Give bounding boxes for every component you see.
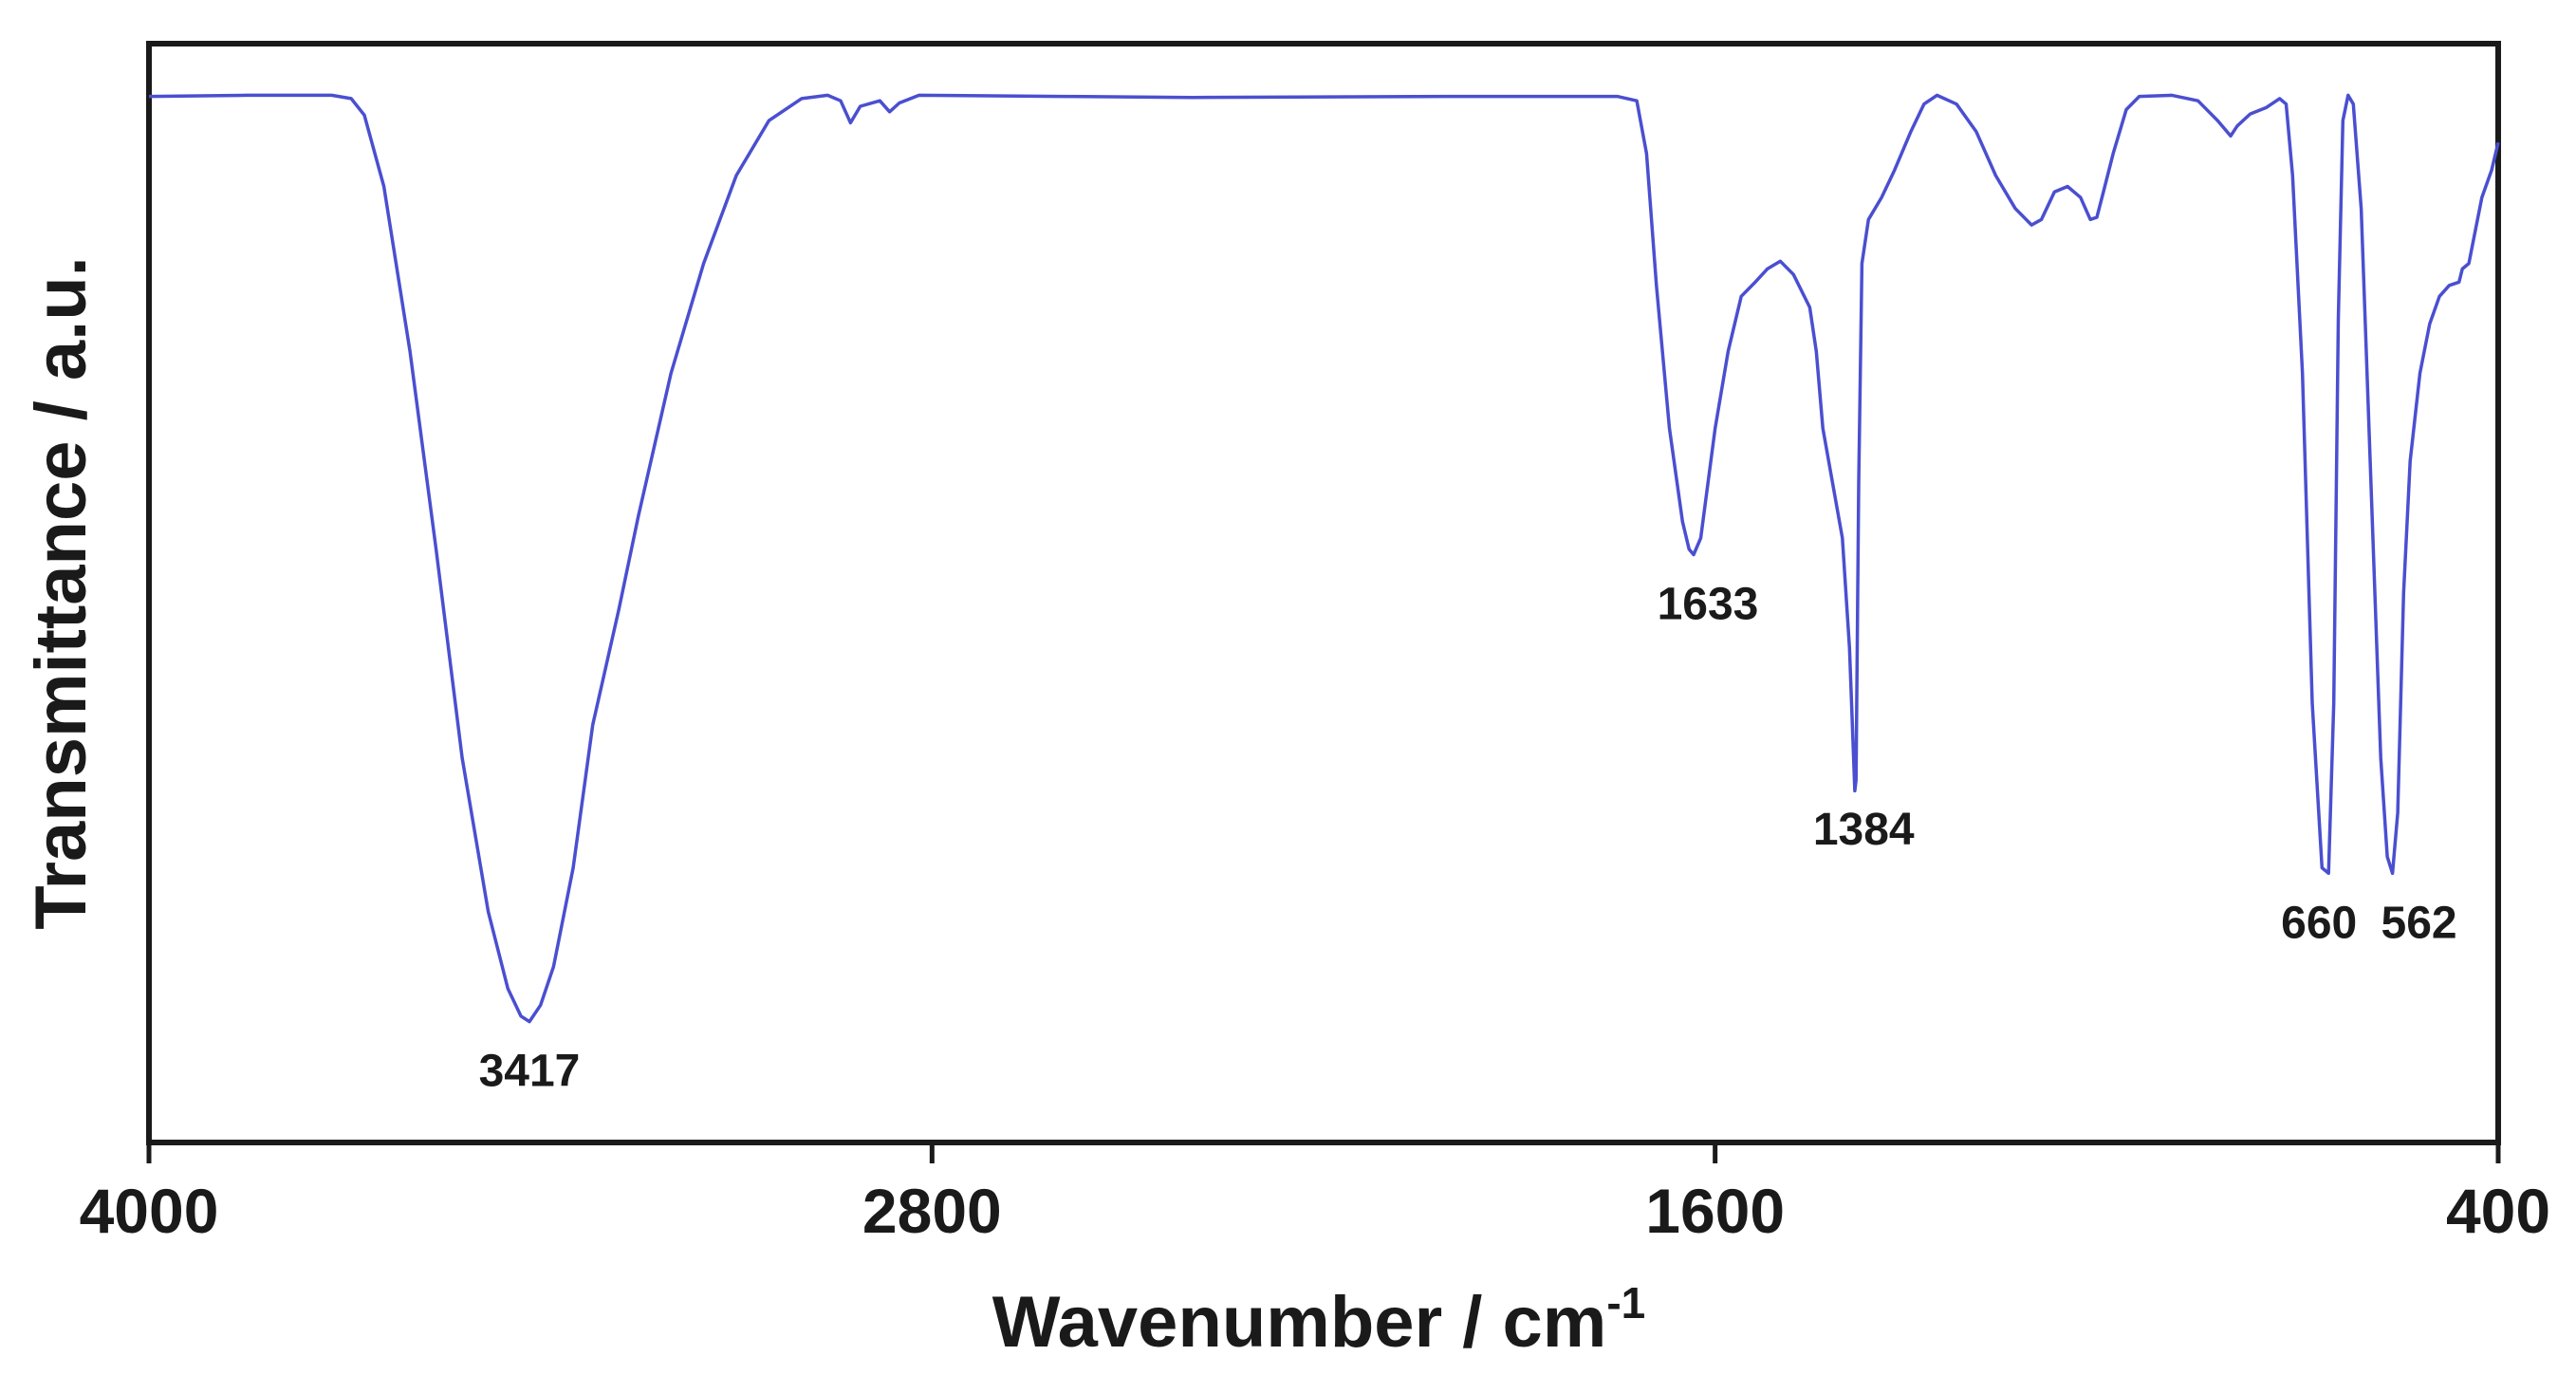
x-tick-label: 4000 bbox=[80, 1176, 219, 1246]
x-tick-label: 2800 bbox=[862, 1176, 1002, 1246]
x-axis-title: Wavenumber / cm-1 bbox=[992, 1278, 1646, 1363]
x-axis-ticks bbox=[146, 1142, 2501, 1163]
x-tick-label: 1600 bbox=[1645, 1176, 1785, 1246]
x-tick-label: 400 bbox=[2446, 1176, 2550, 1246]
spectrum-series bbox=[148, 93, 2500, 1024]
peak-label: 660 bbox=[2281, 898, 2357, 948]
peak-label: 1633 bbox=[1658, 579, 1759, 629]
series-line bbox=[148, 93, 2500, 1024]
peak-label: 1384 bbox=[1813, 805, 1915, 855]
peak-label: 3417 bbox=[479, 1047, 581, 1097]
x-axis-title-superscript: -1 bbox=[1606, 1278, 1645, 1328]
peak-annotations: 3417 1633 1384 660 562 bbox=[479, 579, 2457, 1096]
x-axis-title-text: Wavenumber / cm bbox=[992, 1282, 1607, 1363]
plot-frame bbox=[146, 41, 2501, 1145]
peak-label: 562 bbox=[2381, 898, 2457, 948]
x-axis-tick-labels: 4000 2800 1600 400 bbox=[80, 1176, 2550, 1246]
y-axis-title: Transmittance / a.u. bbox=[21, 256, 102, 930]
